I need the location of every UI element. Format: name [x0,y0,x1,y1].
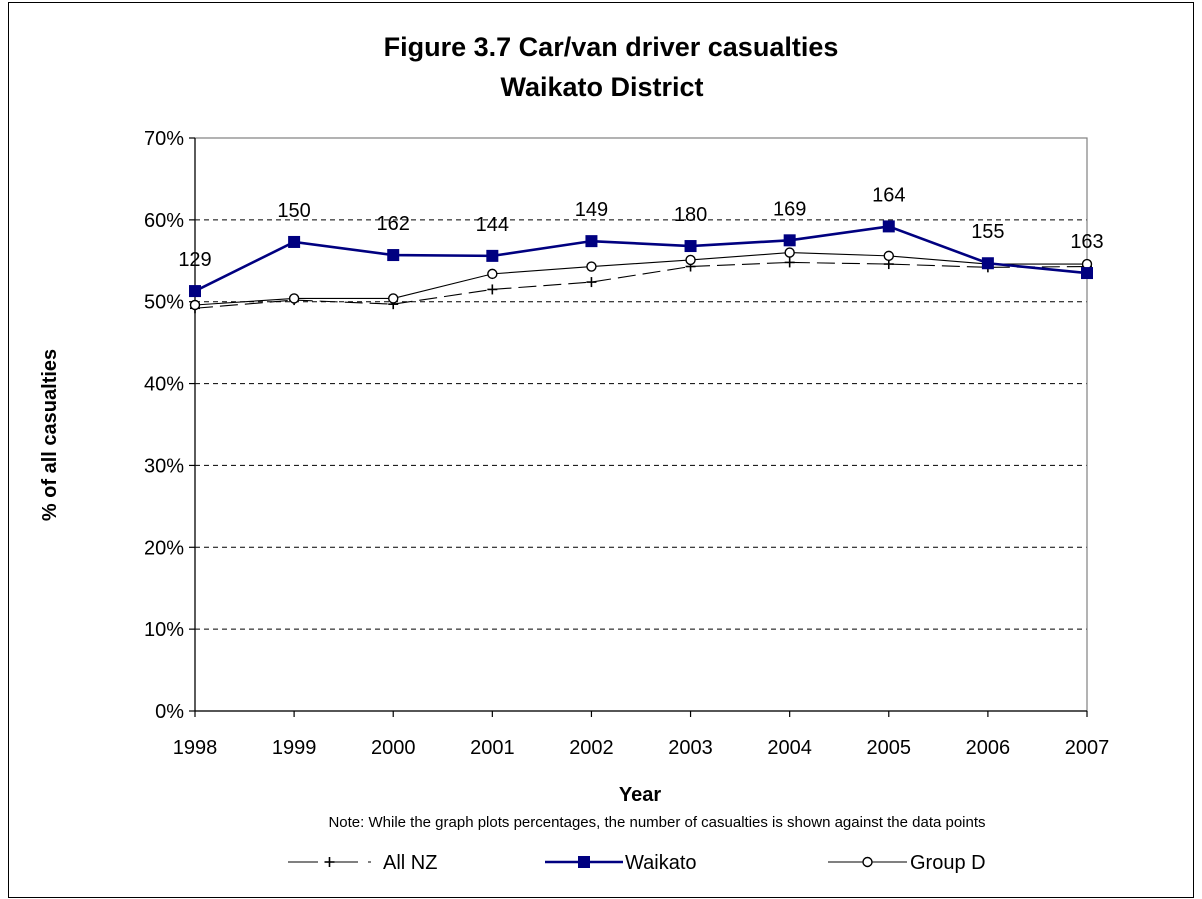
chart-title: Figure 3.7 Car/van driver casualties [384,32,839,62]
data-label-waikato-2001: 144 [476,214,509,236]
y-tick-label: 30% [144,455,184,477]
x-tick-label: 2004 [767,737,812,759]
data-label-waikato-1999: 150 [277,200,310,222]
point-waikato-1998 [189,285,201,298]
legend-marker-all-nz [324,857,335,867]
y-tick-label: 70% [144,128,184,150]
data-label-waikato-2000: 162 [377,213,410,235]
legend-label-waikato: Waikato [625,852,697,874]
data-label-waikato-2006: 155 [971,221,1004,243]
x-tick-label: 2000 [371,737,416,759]
chart-frame [8,2,1194,898]
data-label-waikato-2005: 164 [872,184,905,206]
chart-subtitle: Waikato District [500,72,703,102]
series-line-waikato [194,225,1088,293]
legend-label-group-d: Group D [910,852,986,874]
x-tick-label: 2005 [867,737,912,759]
legend-label-all-nz: All NZ [383,852,437,874]
y-tick-label: 20% [144,537,184,559]
series-layer [189,220,1093,314]
x-tick-label: 2001 [470,737,515,759]
chart-note: Note: While the graph plots percentages,… [328,814,985,831]
series-line-group-d [194,252,1087,306]
y-tick-label: 10% [144,619,184,641]
legend: All NZ Waikato Group D [288,852,986,874]
point-waikato-2007 [1081,267,1093,280]
point-all-nz-2004 [784,257,795,268]
legend-marker-group-d [862,856,873,868]
grid-layer [195,219,1087,630]
x-axis-title: Year [619,784,661,806]
point-group-d-2000 [388,293,399,304]
x-tick-label: 2002 [569,737,614,759]
point-all-nz-2001 [487,284,498,295]
x-tick-label: 2006 [966,737,1011,759]
point-group-d-2004 [784,247,795,258]
point-waikato-2004 [783,234,796,247]
point-all-nz-2002 [586,277,597,288]
x-tick-label: 1999 [272,737,317,759]
point-group-d-1999 [288,293,300,304]
axis-layer: 0% 10% 20% 30% 40% 50% 60% 70% 1998 1999 2000 2001 2… [144,128,1109,759]
y-tick-label: 40% [144,374,184,396]
plot-area [194,137,1088,712]
y-axis-title: % of all casualties [39,349,61,521]
data-label-waikato-2007: 163 [1070,231,1103,253]
y-tick-label: 50% [144,292,184,314]
x-tick-label: 2007 [1065,737,1110,759]
x-tick-label: 2003 [668,737,713,759]
y-tick-label: 0% [155,701,184,723]
point-waikato-2003 [684,240,697,253]
point-group-d-2003 [685,254,696,266]
point-group-d-2002 [586,261,597,272]
data-label-waikato-2003: 180 [674,204,707,226]
data-label-waikato-2004: 169 [773,198,806,220]
point-waikato-2006 [981,257,994,270]
legend-marker-waikato [578,856,590,868]
point-group-d-2005 [883,250,894,262]
point-waikato-1999 [288,235,301,248]
point-group-d-1998 [189,299,201,311]
x-tick-label: 1998 [173,737,218,759]
point-waikato-2001 [486,249,499,262]
data-label-waikato-1998: 129 [178,249,211,271]
point-waikato-2002 [585,235,598,248]
y-tick-label: 60% [144,210,184,232]
label-layer: 129 150 162 144 149 180 169 164 155 163 [178,184,1103,271]
point-group-d-2001 [487,268,498,280]
point-waikato-2005 [882,220,895,233]
point-waikato-2000 [387,249,400,262]
data-label-waikato-2002: 149 [575,199,608,221]
